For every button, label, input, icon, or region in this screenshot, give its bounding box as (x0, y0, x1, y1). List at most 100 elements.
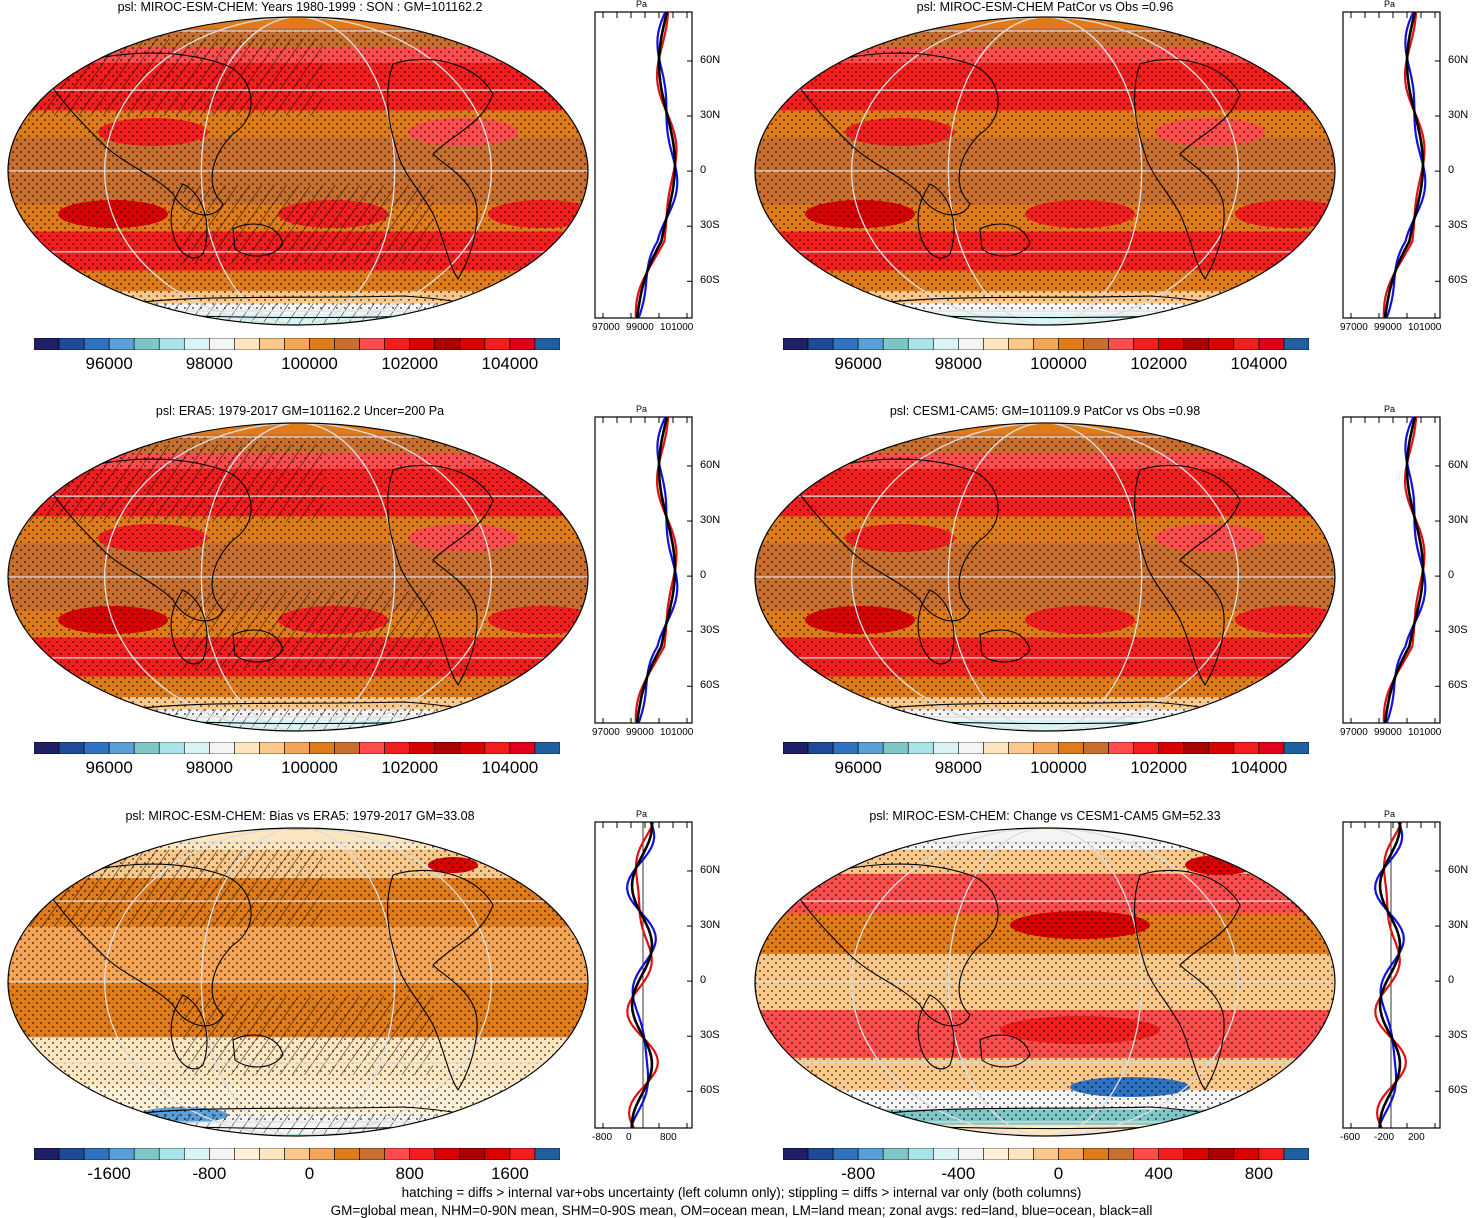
colorbar-label: 800 (395, 1164, 424, 1183)
latitude-label: 30S (700, 1029, 720, 1042)
colorbar-label: -400 (941, 1164, 976, 1183)
colorbar-label: 98000 (185, 354, 233, 373)
colorbar-label: 1600 (490, 1164, 529, 1183)
panel-title-4: psl: CESM1-CAM5: GM=101109.9 PatCor vs O… (889, 404, 1201, 418)
zonal-tick-label: -600 (1340, 1132, 1361, 1143)
colorbar-4 (783, 742, 1309, 754)
latitude-label: 30S (1448, 219, 1468, 232)
zonal-tick-label: 101000 (1408, 322, 1442, 333)
colorbar-label: 100000 (281, 354, 338, 373)
panel-title-2: psl: MIROC-ESM-CHEM PatCor vs Obs =0.96 (916, 0, 1174, 14)
zonal-plot-1 (594, 11, 693, 319)
colorbar-label: 96000 (834, 354, 882, 373)
zonal-tick-label: 200 (1408, 1132, 1425, 1143)
zonal-tick-label: 99000 (626, 322, 654, 333)
zonal-tick-label: 99000 (626, 727, 654, 738)
zonal-unit-label: Pa (636, 809, 648, 819)
colorbar-label: 104000 (481, 758, 539, 777)
latitude-label: 60N (1448, 863, 1469, 876)
zonal-tick-label: -800 (592, 1132, 613, 1143)
zonal-tick-label: 101000 (660, 322, 694, 333)
zonal-tick-label: 99000 (1374, 727, 1402, 738)
zonal-plot-6 (1342, 821, 1441, 1129)
latitude-label: 30N (700, 919, 721, 932)
latitude-label: 30N (700, 109, 721, 122)
latitude-label: 60S (1448, 274, 1468, 287)
colorbar-label: 102000 (381, 354, 439, 373)
latitude-label: 60N (700, 863, 721, 876)
colorbar-label: -1600 (87, 1164, 131, 1183)
map-panel-1 (7, 16, 589, 326)
zonal-plot-3 (594, 416, 693, 724)
latitude-label: 0 (700, 164, 707, 177)
zonal-plot-4 (1342, 416, 1441, 724)
latitude-label: 60S (700, 1084, 720, 1097)
zonal-tick-label: 97000 (1340, 322, 1368, 333)
colorbar-6 (783, 1148, 1309, 1160)
latitude-label: 0 (1448, 164, 1455, 177)
latitude-label: 30S (1448, 1029, 1468, 1042)
colorbar-5 (34, 1148, 560, 1160)
latitude-label: 30S (1448, 624, 1468, 637)
map-panel-2 (754, 16, 1336, 326)
panel-title-5: psl: MIROC-ESM-CHEM: Bias vs ERA5: 1979-… (125, 809, 475, 823)
colorbar-label: 98000 (934, 354, 982, 373)
colorbar-label: 96000 (85, 758, 133, 777)
latitude-label: 30N (700, 514, 721, 527)
panel-title-1: psl: MIROC-ESM-CHEM: Years 1980-1999 : S… (117, 0, 483, 14)
zonal-tick-label: 97000 (1340, 727, 1368, 738)
map-panel-3 (7, 422, 589, 732)
map-panel-4 (754, 422, 1336, 732)
latitude-label: 30S (700, 219, 720, 232)
colorbar-label: 104000 (1230, 354, 1288, 373)
map-panel-5 (7, 827, 589, 1137)
zonal-unit-label: Pa (636, 0, 648, 9)
zonal-unit-label: Pa (636, 404, 648, 414)
latitude-label: 60S (1448, 679, 1468, 692)
footer-line-2: GM=global mean, NHM=0-90N mean, SHM=0-90… (330, 1203, 1153, 1218)
colorbar-3 (34, 742, 560, 754)
latitude-label: 60N (700, 53, 721, 66)
latitude-label: 60N (1448, 53, 1469, 66)
latitude-label: 60N (700, 458, 721, 471)
latitude-label: 0 (700, 974, 707, 987)
colorbar-label: 102000 (1130, 758, 1188, 777)
colorbar-label: 100000 (1030, 758, 1087, 777)
colorbar-label: 104000 (481, 354, 539, 373)
latitude-label: 60S (700, 679, 720, 692)
latitude-label: 30N (1448, 514, 1469, 527)
zonal-tick-label: 101000 (1408, 727, 1442, 738)
colorbar-label: 98000 (934, 758, 982, 777)
colorbar-label: 100000 (1030, 354, 1087, 373)
colorbar-label: 96000 (85, 354, 133, 373)
colorbar-label: 96000 (834, 758, 882, 777)
colorbar-label: 400 (1144, 1164, 1173, 1183)
panel-title-3: psl: ERA5: 1979-2017 GM=101162.2 Uncer=2… (155, 404, 445, 418)
latitude-label: 60S (700, 274, 720, 287)
zonal-tick-label: 0 (626, 1132, 632, 1143)
zonal-tick-label: 800 (660, 1132, 677, 1143)
colorbar-label: 0 (1053, 1164, 1064, 1183)
latitude-label: 60S (1448, 1084, 1468, 1097)
latitude-label: 0 (1448, 974, 1455, 987)
footer-line-1: hatching = diffs > internal var+obs unce… (401, 1185, 1082, 1200)
colorbar-2 (783, 338, 1309, 350)
latitude-label: 30N (1448, 109, 1469, 122)
zonal-tick-label: -200 (1374, 1132, 1395, 1143)
latitude-label: 0 (700, 569, 707, 582)
zonal-unit-label: Pa (1384, 404, 1396, 414)
colorbar-label: 102000 (1130, 354, 1188, 373)
latitude-label: 0 (1448, 569, 1455, 582)
colorbar-label: 100000 (281, 758, 338, 777)
latitude-label: 30S (700, 624, 720, 637)
zonal-plot-2 (1342, 11, 1441, 319)
zonal-tick-label: 97000 (592, 322, 620, 333)
colorbar-label: 104000 (1230, 758, 1288, 777)
latitude-label: 60N (1448, 458, 1469, 471)
map-panel-6 (754, 827, 1336, 1137)
colorbar-label: 800 (1244, 1164, 1274, 1183)
colorbar-1 (34, 338, 560, 350)
colorbar-label: 98000 (185, 758, 233, 777)
colorbar-label: 0 (304, 1164, 315, 1183)
zonal-tick-label: 99000 (1374, 322, 1402, 333)
